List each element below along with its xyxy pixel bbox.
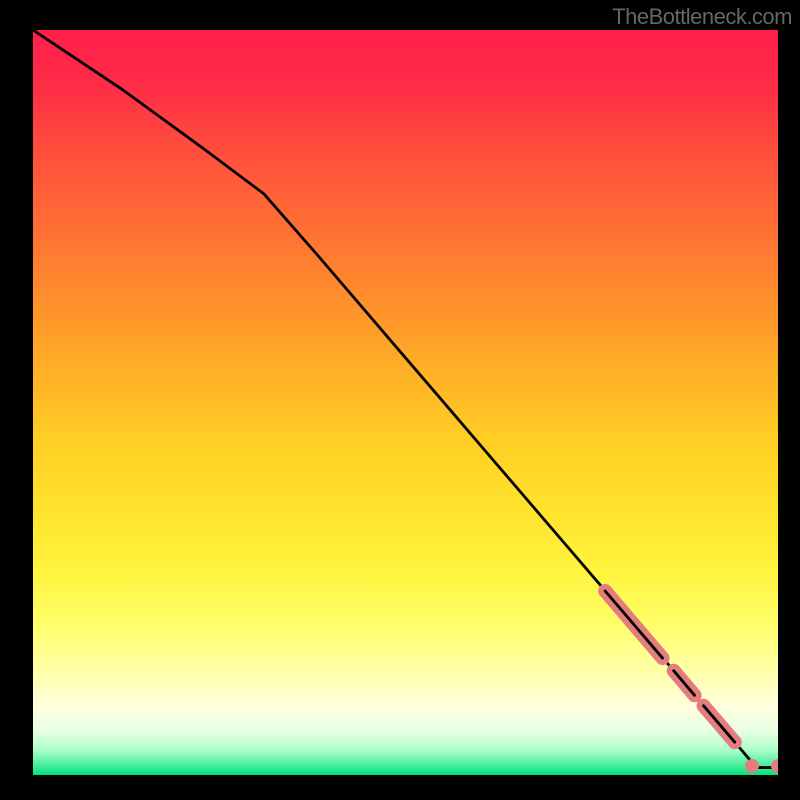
chart-plot-area	[33, 30, 778, 775]
bottleneck-chart	[33, 30, 778, 775]
watermark-text: TheBottleneck.com	[612, 4, 792, 30]
chart-marker-dot	[745, 759, 759, 773]
